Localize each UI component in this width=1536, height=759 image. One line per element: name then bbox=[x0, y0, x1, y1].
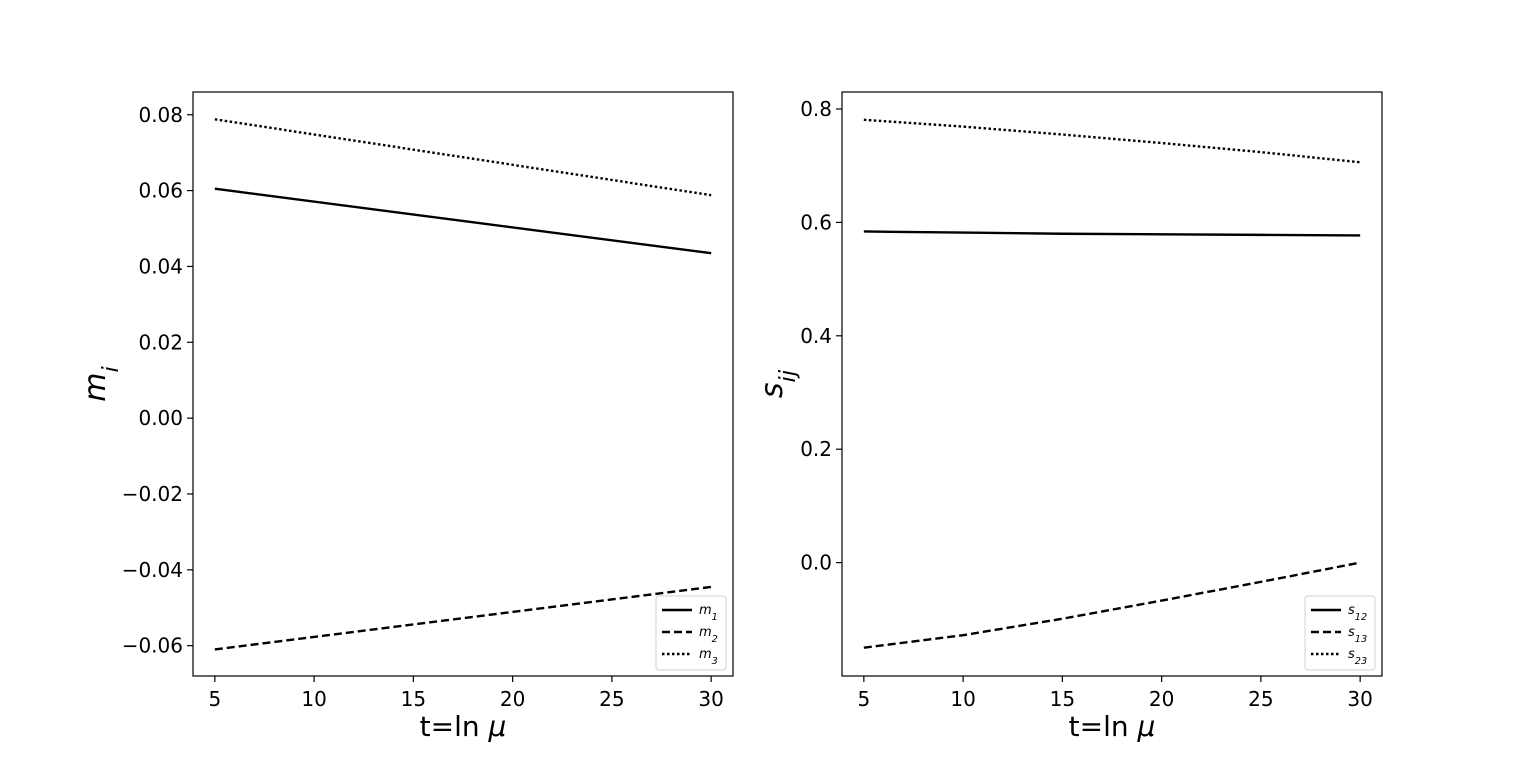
y-tick-label: 0.2 bbox=[800, 437, 832, 461]
y-tick-label: 0.8 bbox=[800, 97, 832, 121]
y-tick-label: 0.08 bbox=[138, 103, 183, 127]
x-tick-label: 10 bbox=[950, 687, 975, 711]
x-tick-label: 20 bbox=[1149, 687, 1174, 711]
legend-label: m1 bbox=[699, 603, 718, 623]
x-tick-label: 15 bbox=[401, 687, 426, 711]
y-tick-label: −0.02 bbox=[122, 482, 183, 506]
y-axis-label: sij bbox=[755, 369, 801, 398]
x-tick-label: 10 bbox=[301, 687, 326, 711]
x-tick-label: 5 bbox=[857, 687, 870, 711]
legend-label: s12 bbox=[1348, 603, 1367, 623]
x-tick-label: 5 bbox=[208, 687, 221, 711]
x-tick-label: 25 bbox=[1248, 687, 1273, 711]
right-chart-s-ij: 5 10 15 20 25 300.80.60.40.20.0t=ln μsijs12s1… bbox=[755, 91, 1383, 743]
axes-frame bbox=[841, 91, 1383, 677]
series-line-s23 bbox=[863, 118, 1361, 164]
legend-label: m2 bbox=[699, 625, 718, 645]
x-axis-label: t=ln μ bbox=[1069, 710, 1156, 743]
x-tick-label: 30 bbox=[1347, 687, 1372, 711]
y-tick-label: 0.6 bbox=[800, 210, 832, 234]
y-tick-label: 0.06 bbox=[138, 179, 183, 203]
series-line-s12 bbox=[863, 230, 1361, 237]
y-tick-label: 0.02 bbox=[138, 330, 183, 354]
axes-frame bbox=[192, 91, 734, 677]
y-axis-label: mi bbox=[78, 366, 124, 402]
legend-label: s23 bbox=[1348, 647, 1367, 667]
x-tick-label: 20 bbox=[500, 687, 525, 711]
series-line-m3 bbox=[214, 118, 712, 197]
y-tick-label: 0.0 bbox=[800, 551, 832, 575]
left-chart-m-i: 5 10 15 20 25 30 0.08 0.06 0.04 0.02 0.00 −0.02 −0.0… bbox=[78, 91, 734, 743]
y-tick-label: −0.06 bbox=[122, 634, 183, 658]
x-tick-label: 15 bbox=[1050, 687, 1075, 711]
series-line-m1 bbox=[214, 187, 712, 255]
x-tick-label: 25 bbox=[599, 687, 624, 711]
y-tick-label: 0.00 bbox=[138, 406, 183, 430]
legend-label: s13 bbox=[1348, 625, 1367, 645]
series-line-s13 bbox=[863, 561, 1361, 649]
series-line-m2 bbox=[214, 585, 712, 651]
y-tick-label: 0.04 bbox=[138, 254, 183, 278]
x-axis-label: t=ln μ bbox=[420, 710, 507, 743]
legend: s12 s13 s23 bbox=[1304, 595, 1376, 671]
y-tick-label: −0.04 bbox=[122, 558, 183, 582]
x-tick-label: 30 bbox=[698, 687, 723, 711]
y-tick-label: 0.4 bbox=[800, 324, 832, 348]
legend-label: m3 bbox=[699, 647, 718, 667]
